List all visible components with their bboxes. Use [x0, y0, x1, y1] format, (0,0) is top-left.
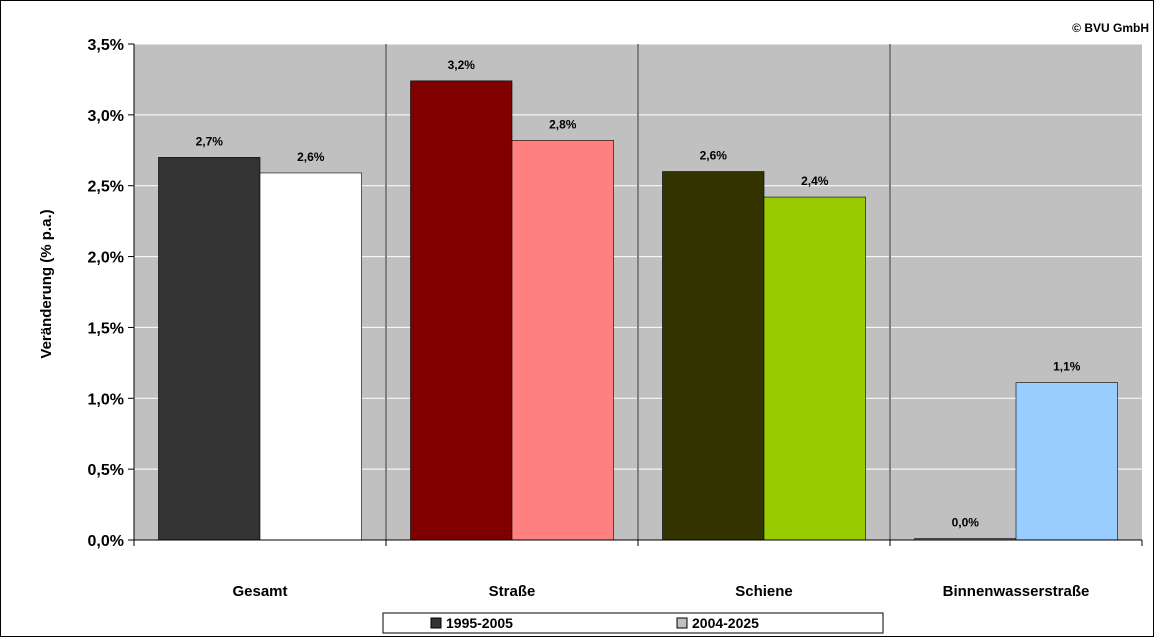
bar-1995-2005-Gesamt	[158, 157, 261, 541]
y-tick-label: 3,0%	[88, 108, 124, 125]
bar-2004-2025-Straße	[511, 140, 614, 541]
y-tick-label: 3,5%	[88, 37, 124, 54]
data-label: 1,1%	[1053, 360, 1081, 374]
data-label: 2,7%	[196, 134, 224, 148]
data-label: 2,4%	[801, 174, 829, 188]
data-label: 3,2%	[448, 58, 476, 72]
category-label: Straße	[489, 583, 536, 600]
data-label: 2,6%	[297, 150, 325, 164]
bar-2004-2025-Gesamt	[259, 172, 362, 541]
bars	[158, 80, 1118, 541]
bar-2004-2025-Binnenwasserstraße	[1015, 382, 1118, 541]
category-labels: Gesamt Straße Schiene Binnenwasserstraße	[232, 583, 1089, 600]
y-tick-label: 2,5%	[88, 179, 124, 196]
legend-label-2004-2025: 2004-2025	[692, 615, 759, 631]
y-tick-label: 0,5%	[88, 462, 124, 479]
legend-box	[382, 612, 884, 634]
bar-1995-2005-Schiene	[662, 171, 765, 541]
data-label: 0,0%	[952, 516, 980, 530]
y-axis-label: Veränderung (% p.a.)	[38, 209, 55, 358]
data-label: 2,6%	[700, 149, 728, 163]
category-dividers	[385, 44, 891, 540]
y-tick-labels: 0,0% 0,5% 1,0% 1,5% 2,0% 2,5% 3,0% 3,5%	[88, 37, 124, 550]
legend-label-1995-2005: 1995-2005	[446, 615, 513, 631]
data-labels: 2,7% 2,6% 3,2% 2,8% 2,6% 2,4% 0,0% 1,1%	[196, 58, 1081, 530]
legend: 1995-2005 2004-2025	[382, 612, 884, 634]
data-label: 2,8%	[549, 117, 577, 131]
category-label: Schiene	[735, 583, 793, 600]
bar-2004-2025-Schiene	[763, 196, 866, 541]
category-label: Binnenwasserstraße	[943, 583, 1090, 600]
y-tick-label: 1,0%	[88, 391, 124, 408]
copyright-text: © BVU GmbH	[1072, 21, 1149, 35]
bar-1995-2005-Straße	[410, 80, 513, 541]
category-label: Gesamt	[232, 583, 287, 600]
legend-swatch-1995-2005	[430, 617, 442, 629]
legend-swatch-2004-2025	[676, 617, 688, 629]
y-tick-label: 1,5%	[88, 320, 124, 337]
axes	[128, 43, 1143, 546]
y-tick-label: 0,0%	[88, 533, 124, 550]
y-tick-label: 2,0%	[88, 250, 124, 267]
